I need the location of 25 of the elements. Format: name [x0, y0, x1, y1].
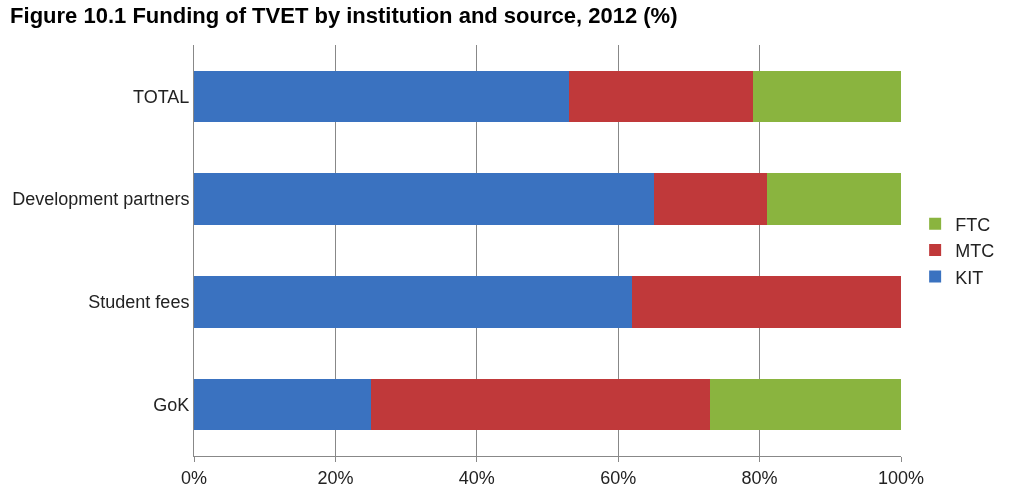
y-tick-label: TOTAL	[133, 86, 190, 107]
bar	[653, 173, 767, 225]
bar	[194, 70, 569, 123]
bar	[568, 70, 753, 123]
chart-title: Figure 10.1 Funding of TVET by institution and source, 2012 (%)	[10, 2, 678, 28]
legend-label: KIT	[955, 267, 984, 288]
bar	[632, 276, 901, 328]
bar	[194, 378, 371, 431]
x-tick-label: 0%	[180, 467, 208, 488]
y-tick-label: GoK	[153, 394, 190, 415]
x-tick-label: 40%	[458, 467, 495, 488]
y-tick-label: Student fees	[88, 292, 190, 313]
bar	[370, 378, 711, 431]
x-tick-label: 100%	[877, 467, 925, 488]
bar	[766, 173, 901, 225]
bar	[194, 173, 654, 225]
x-tick-label: 60%	[600, 467, 637, 488]
legend-label: MTC	[955, 241, 995, 262]
x-tick-label: 20%	[317, 467, 354, 488]
bar	[752, 70, 901, 123]
legend-label: FTC	[955, 214, 991, 235]
bar	[194, 276, 633, 328]
y-tick-label: Development partners	[12, 189, 190, 210]
bar	[710, 378, 901, 431]
x-tick-label: 80%	[741, 467, 778, 488]
